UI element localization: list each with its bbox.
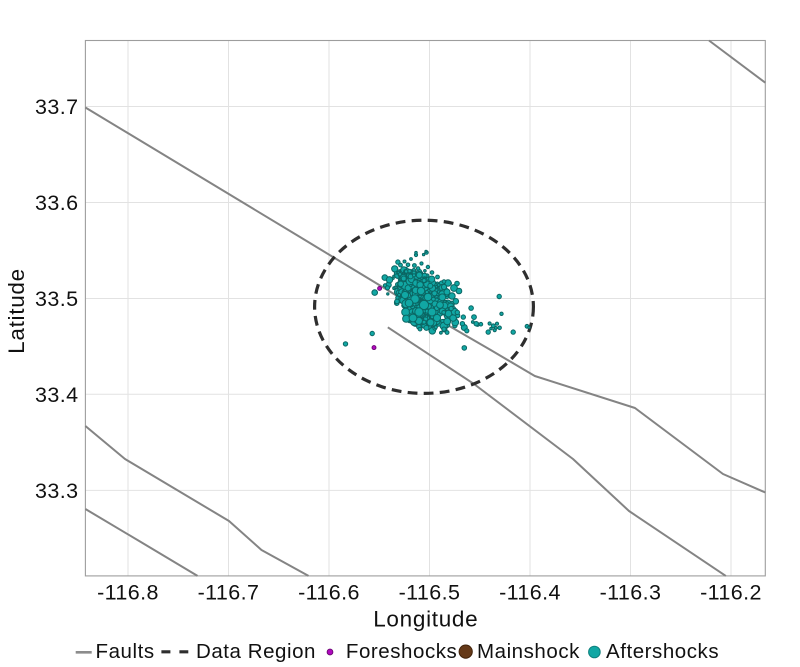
svg-text:Aftershocks: Aftershocks — [606, 640, 719, 663]
svg-text:Longitude: Longitude — [373, 607, 478, 632]
svg-text:-116.2: -116.2 — [700, 580, 762, 604]
svg-text:-116.8: -116.8 — [97, 580, 159, 604]
svg-text:33.3: 33.3 — [35, 479, 78, 503]
svg-text:33.6: 33.6 — [35, 191, 78, 215]
svg-text:Faults: Faults — [96, 640, 155, 663]
svg-text:-116.3: -116.3 — [600, 580, 662, 604]
svg-text:Latitude: Latitude — [4, 268, 29, 354]
svg-text:-116.4: -116.4 — [499, 580, 561, 604]
svg-text:-116.5: -116.5 — [399, 580, 461, 604]
svg-text:Mainshock: Mainshock — [477, 640, 580, 663]
svg-text:33.4: 33.4 — [35, 383, 78, 407]
svg-text:-116.7: -116.7 — [198, 580, 260, 604]
svg-text:-116.6: -116.6 — [298, 580, 360, 604]
svg-text:Foreshocks: Foreshocks — [346, 640, 457, 663]
svg-text:33.5: 33.5 — [35, 287, 78, 311]
svg-text:33.7: 33.7 — [35, 95, 78, 119]
svg-text:Data Region: Data Region — [196, 640, 316, 663]
